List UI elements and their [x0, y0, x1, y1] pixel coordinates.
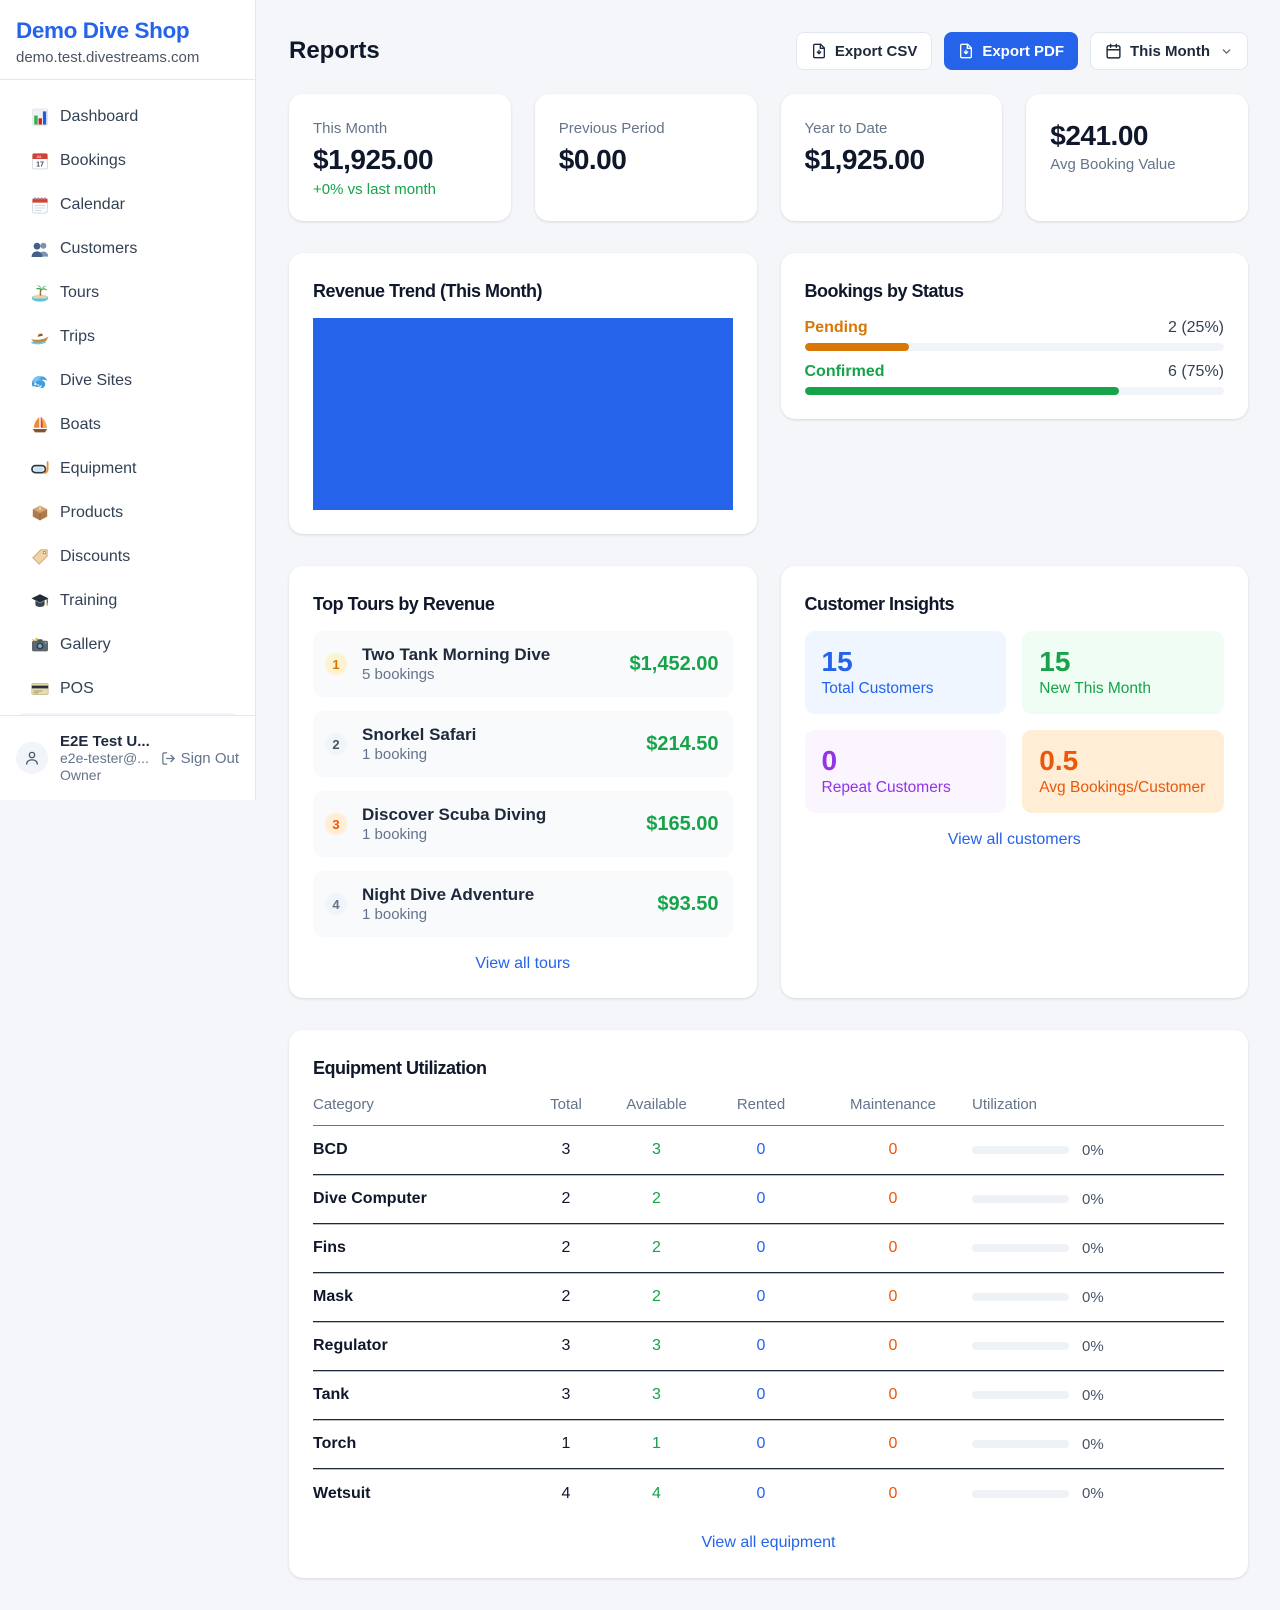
svg-text:JUL: JUL [36, 155, 42, 159]
svg-text:17: 17 [36, 161, 44, 168]
